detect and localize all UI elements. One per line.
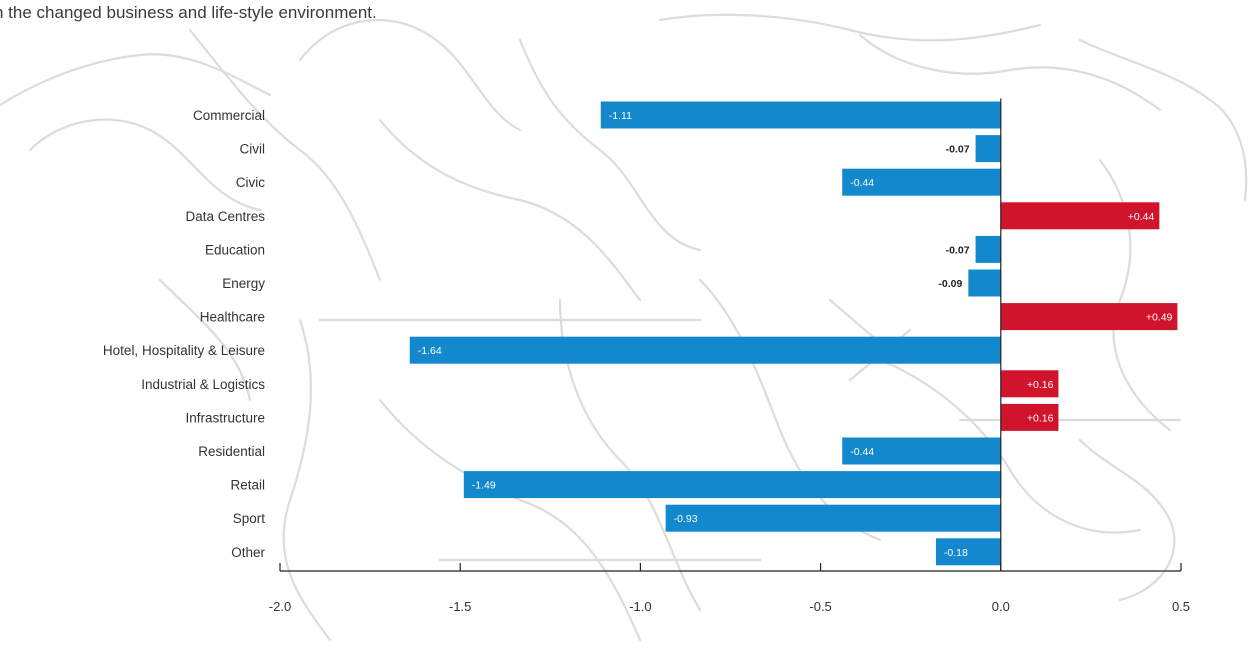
data-label: -1.49	[472, 480, 496, 492]
bar	[463, 471, 1001, 499]
x-tick-label: 0.5	[1172, 599, 1190, 614]
data-label: +0.44	[1128, 211, 1155, 223]
bar	[665, 504, 1001, 532]
bar	[1000, 202, 1160, 230]
data-label: -0.07	[946, 244, 970, 256]
bar	[975, 235, 1001, 263]
data-label: -1.64	[418, 345, 442, 357]
data-label: -0.93	[674, 513, 698, 525]
data-label: -0.07	[946, 144, 970, 156]
intro-text: n the changed business and life-style en…	[0, 3, 377, 22]
data-label: -0.44	[850, 446, 874, 458]
data-label: -0.44	[850, 177, 874, 189]
data-label: +0.16	[1027, 412, 1054, 424]
category-label: Residential	[198, 444, 265, 459]
category-label: Energy	[222, 276, 265, 291]
x-tick-label: -0.5	[809, 599, 831, 614]
category-label: Sport	[233, 511, 266, 526]
x-tick-label: 0.0	[992, 599, 1010, 614]
data-label: +0.49	[1146, 312, 1173, 324]
bar	[1000, 303, 1178, 331]
bar	[409, 336, 1001, 364]
bar	[968, 269, 1001, 297]
category-label: Data Centres	[185, 209, 265, 224]
bar	[1000, 370, 1059, 398]
category-label: Civic	[236, 175, 265, 190]
bar	[842, 437, 1001, 465]
data-label: +0.16	[1027, 379, 1054, 391]
bar	[1000, 403, 1059, 431]
bar	[935, 538, 1001, 566]
category-label: Retail	[230, 478, 265, 493]
bar	[600, 101, 1001, 129]
data-label: -0.18	[944, 547, 968, 559]
data-label: -1.11	[609, 110, 632, 122]
x-tick-label: -2.0	[269, 599, 291, 614]
x-tick-label: -1.5	[449, 599, 471, 614]
bar	[842, 168, 1001, 196]
data-label: -0.09	[938, 278, 962, 290]
category-label: Infrastructure	[185, 410, 265, 425]
category-label: Healthcare	[200, 310, 265, 325]
bar	[975, 135, 1001, 163]
category-label: Hotel, Hospitality & Leisure	[103, 343, 265, 358]
category-label: Education	[205, 242, 265, 257]
x-tick-label: -1.0	[629, 599, 651, 614]
category-label: Civil	[240, 142, 266, 157]
category-label: Industrial & Logistics	[141, 377, 265, 392]
category-label: Other	[231, 545, 265, 560]
category-label: Commercial	[193, 108, 265, 123]
